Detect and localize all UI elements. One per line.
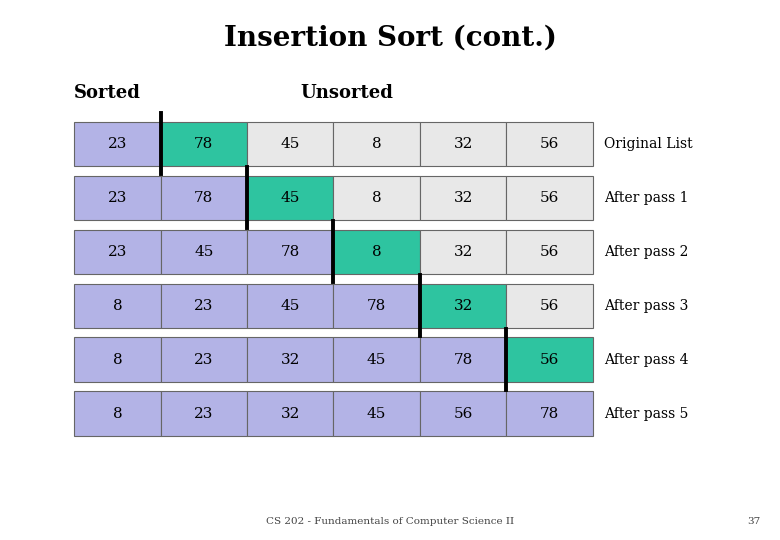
Bar xyxy=(506,176,593,220)
Text: 8: 8 xyxy=(112,299,122,313)
Text: Sorted: Sorted xyxy=(74,84,141,102)
Bar xyxy=(74,284,161,328)
Bar xyxy=(420,230,506,274)
Text: 56: 56 xyxy=(453,407,473,421)
Text: Unsorted: Unsorted xyxy=(300,84,393,102)
Bar xyxy=(247,230,334,274)
Bar xyxy=(247,338,334,382)
Text: 56: 56 xyxy=(540,137,559,151)
Text: 23: 23 xyxy=(194,407,214,421)
Text: 8: 8 xyxy=(112,407,122,421)
Bar xyxy=(74,392,161,436)
Bar xyxy=(420,176,506,220)
Text: 56: 56 xyxy=(540,245,559,259)
Text: 23: 23 xyxy=(108,245,127,259)
Text: 45: 45 xyxy=(194,245,214,259)
Text: 8: 8 xyxy=(112,353,122,367)
Bar xyxy=(74,230,161,274)
Text: CS 202 - Fundamentals of Computer Science II: CS 202 - Fundamentals of Computer Scienc… xyxy=(266,517,514,526)
Bar xyxy=(420,338,506,382)
Text: 78: 78 xyxy=(194,137,214,151)
Text: 37: 37 xyxy=(747,517,760,526)
Text: After pass 2: After pass 2 xyxy=(604,245,689,259)
Bar xyxy=(334,284,420,328)
Bar xyxy=(506,338,593,382)
Text: 78: 78 xyxy=(540,407,559,421)
Bar xyxy=(161,392,247,436)
Text: 56: 56 xyxy=(540,299,559,313)
Bar xyxy=(74,122,161,166)
Text: Original List: Original List xyxy=(604,137,693,151)
Bar xyxy=(161,230,247,274)
Bar xyxy=(506,284,593,328)
Text: After pass 3: After pass 3 xyxy=(604,299,689,313)
Bar xyxy=(247,284,334,328)
Bar xyxy=(420,392,506,436)
Bar xyxy=(334,176,420,220)
Text: 32: 32 xyxy=(281,407,300,421)
Bar xyxy=(247,392,334,436)
Text: 78: 78 xyxy=(194,191,214,205)
Bar xyxy=(247,176,334,220)
Text: 32: 32 xyxy=(453,137,473,151)
Bar xyxy=(334,230,420,274)
Text: 23: 23 xyxy=(108,137,127,151)
Text: 78: 78 xyxy=(281,245,300,259)
Text: 45: 45 xyxy=(367,407,386,421)
Text: After pass 1: After pass 1 xyxy=(604,191,689,205)
Bar xyxy=(247,122,334,166)
Text: 32: 32 xyxy=(453,191,473,205)
Text: 45: 45 xyxy=(281,299,300,313)
Text: 56: 56 xyxy=(540,191,559,205)
Text: 78: 78 xyxy=(367,299,386,313)
Bar xyxy=(161,284,247,328)
Text: 56: 56 xyxy=(540,353,559,367)
Bar xyxy=(506,230,593,274)
Bar xyxy=(506,122,593,166)
Bar xyxy=(161,176,247,220)
Bar xyxy=(506,392,593,436)
Text: 45: 45 xyxy=(281,137,300,151)
Text: 32: 32 xyxy=(453,245,473,259)
Bar xyxy=(334,338,420,382)
Bar xyxy=(161,122,247,166)
Text: 23: 23 xyxy=(194,353,214,367)
Text: 8: 8 xyxy=(372,137,381,151)
Text: 78: 78 xyxy=(453,353,473,367)
Text: 8: 8 xyxy=(372,245,381,259)
Bar xyxy=(420,122,506,166)
Text: Insertion Sort (cont.): Insertion Sort (cont.) xyxy=(224,24,556,51)
Text: 45: 45 xyxy=(367,353,386,367)
Bar xyxy=(74,338,161,382)
Text: 32: 32 xyxy=(453,299,473,313)
Bar xyxy=(420,284,506,328)
Text: 32: 32 xyxy=(281,353,300,367)
Bar xyxy=(74,176,161,220)
Text: After pass 4: After pass 4 xyxy=(604,353,689,367)
Text: 23: 23 xyxy=(194,299,214,313)
Text: After pass 5: After pass 5 xyxy=(604,407,689,421)
Bar xyxy=(161,338,247,382)
Text: 23: 23 xyxy=(108,191,127,205)
Text: 8: 8 xyxy=(372,191,381,205)
Text: 45: 45 xyxy=(281,191,300,205)
Bar xyxy=(334,392,420,436)
Bar xyxy=(334,122,420,166)
